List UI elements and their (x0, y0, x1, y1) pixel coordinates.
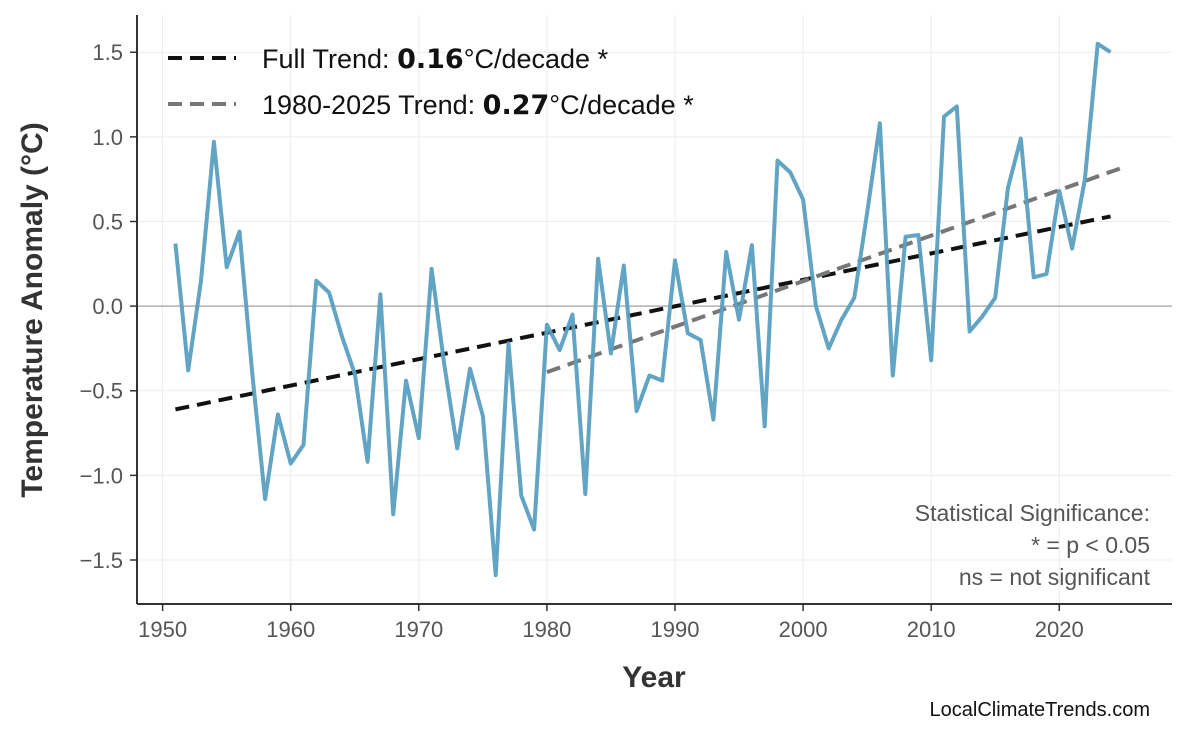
x-tick-label: 1950 (138, 617, 187, 642)
legend-full-trend-label: Full Trend: 0.16°C/decade * (262, 44, 609, 75)
x-tick-label: 1990 (651, 617, 700, 642)
note-line: * = p < 0.05 (1031, 532, 1150, 558)
y-tick-label: −1.0 (80, 463, 123, 488)
legend: Full Trend: 0.16°C/decade * 1980-2025 Tr… (168, 44, 694, 121)
significance-note: Statistical Significance: * = p < 0.05 n… (915, 500, 1151, 590)
trend-line-full (175, 214, 1111, 412)
x-tick-label: 2020 (1035, 617, 1084, 642)
x-tick-label: 2000 (779, 617, 828, 642)
legend-recent-trend-label: 1980-2025 Trend: 0.27°C/decade * (262, 90, 694, 121)
y-axis-label: Temperature Anomaly (°C) (16, 122, 49, 497)
x-tick-label: 2010 (907, 617, 956, 642)
series-line (173, 41, 1112, 578)
axes (136, 15, 1172, 605)
y-tick-label: 0.0 (92, 294, 123, 319)
x-axis-label: Year (622, 661, 686, 694)
note-line: Statistical Significance: (915, 500, 1150, 526)
x-tick-label: 1960 (266, 617, 315, 642)
x-tick-label: 1980 (522, 617, 571, 642)
ticks: 1950 1960 1970 1980 1990 2000 2010 2020 −1.5 −1.0… (80, 40, 1084, 642)
y-tick-label: −0.5 (80, 379, 123, 404)
y-tick-label: 1.0 (92, 125, 123, 150)
source-credit: LocalClimateTrends.com (930, 699, 1150, 721)
y-tick-label: 1.5 (92, 40, 123, 65)
y-tick-label: 0.5 (92, 209, 123, 234)
note-line: ns = not significant (959, 564, 1151, 590)
trend-line-recent (546, 165, 1124, 375)
x-tick-label: 1970 (394, 617, 443, 642)
y-tick-label: −1.5 (80, 548, 123, 573)
